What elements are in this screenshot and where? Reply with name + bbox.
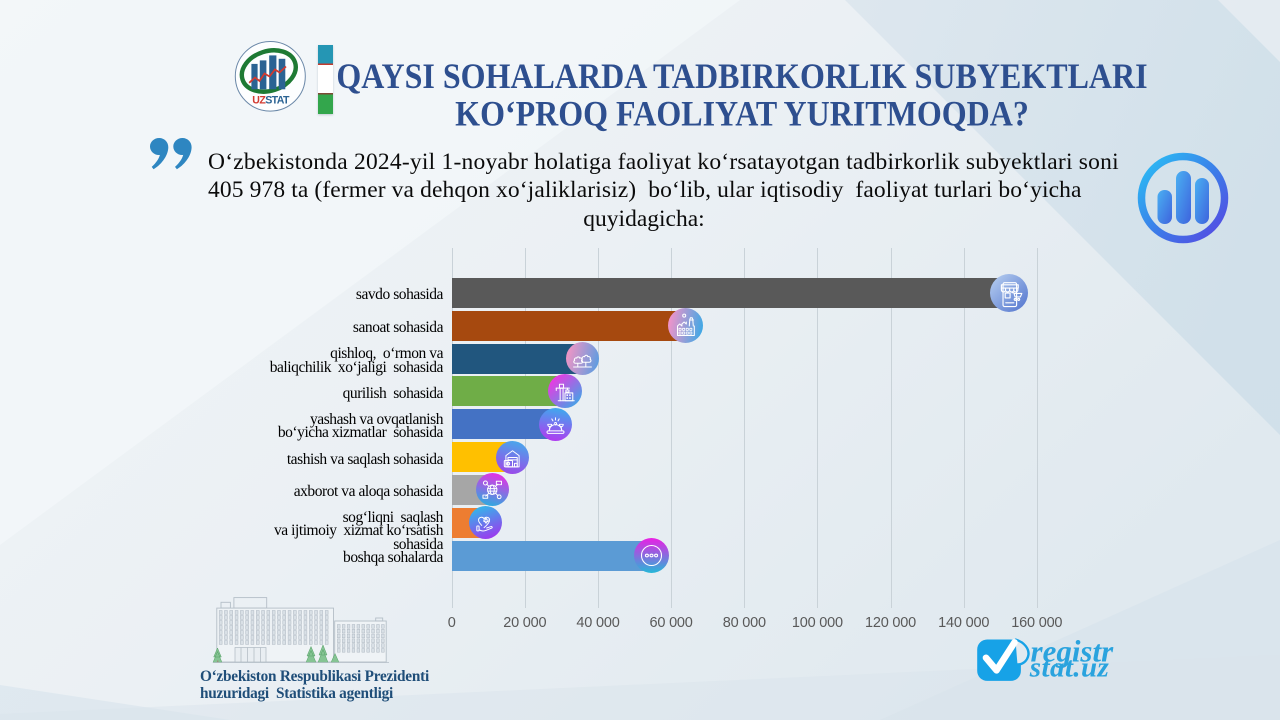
- svg-text:UZSTAT: UZSTAT: [252, 95, 290, 107]
- svg-text:registr: registr: [1031, 633, 1115, 668]
- svg-text:stat.uz: stat.uz: [1029, 651, 1110, 683]
